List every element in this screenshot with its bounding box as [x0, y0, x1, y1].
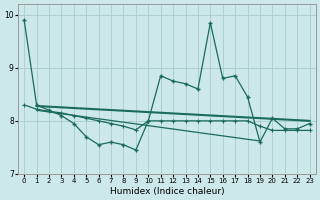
X-axis label: Humidex (Indice chaleur): Humidex (Indice chaleur): [109, 187, 224, 196]
